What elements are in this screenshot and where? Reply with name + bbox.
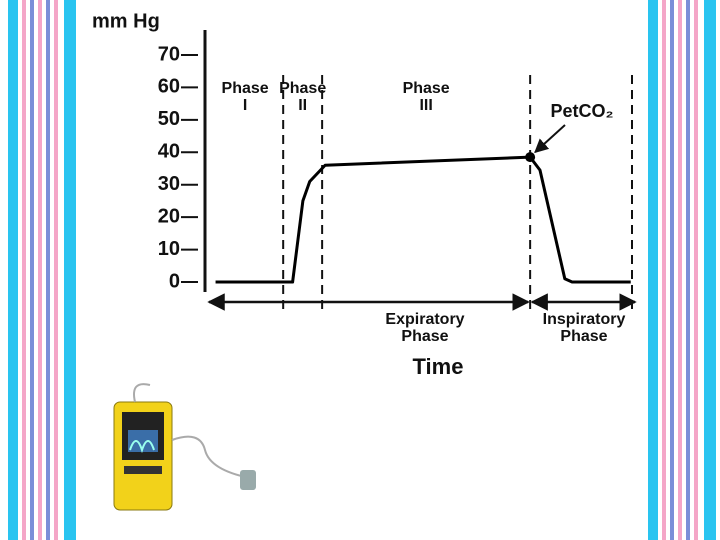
phase-label: II bbox=[298, 97, 307, 114]
capnogram-line bbox=[215, 155, 631, 284]
span-label: Inspiratory bbox=[543, 311, 626, 328]
phase-label: Phase bbox=[279, 80, 326, 97]
y-axis-label: mm Hg bbox=[92, 10, 160, 32]
endpoint-arrow bbox=[534, 124, 566, 154]
y-tick-label: 70 bbox=[158, 43, 180, 65]
y-tick-label: 10 bbox=[158, 238, 180, 260]
y-tick-label: 40 bbox=[158, 141, 180, 163]
left-border bbox=[0, 0, 82, 540]
y-tick-label: 30 bbox=[158, 173, 180, 195]
phase-label: III bbox=[419, 97, 432, 114]
right-border bbox=[648, 0, 716, 540]
phase-label: Phase bbox=[222, 80, 269, 97]
y-tick-label: 20 bbox=[158, 205, 180, 227]
capnometer-device bbox=[113, 383, 256, 511]
phase-label: I bbox=[243, 97, 247, 114]
phase-label: Phase bbox=[403, 80, 450, 97]
y-tick-label: 60 bbox=[158, 76, 180, 98]
span-label: Expiratory bbox=[385, 311, 464, 328]
span-label: Phase bbox=[401, 328, 448, 345]
y-tick-label: 0 bbox=[169, 270, 180, 292]
endpoint-label: PetCO₂ bbox=[550, 101, 613, 121]
x-axis-label: Time bbox=[413, 354, 464, 379]
span-label: Phase bbox=[560, 328, 607, 345]
endpoint-marker bbox=[525, 152, 536, 163]
y-tick-label: 50 bbox=[158, 108, 180, 130]
